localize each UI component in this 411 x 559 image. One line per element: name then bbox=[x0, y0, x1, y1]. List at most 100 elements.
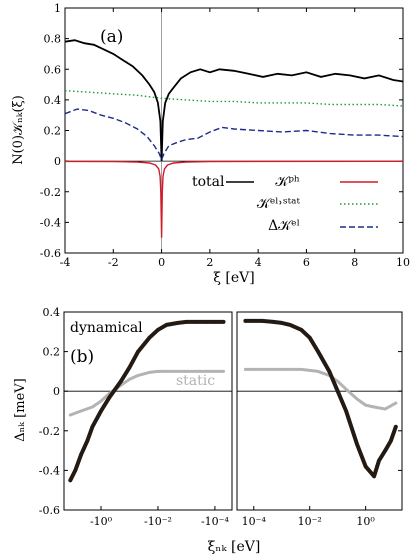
data-point-dynamical bbox=[327, 369, 332, 374]
data-point-dynamical bbox=[68, 478, 73, 483]
data-point-static bbox=[91, 405, 94, 409]
panel-b-ticks: -0.6 -0.4 -0.2 0 0.2 0.4 -10⁰ -10⁻² -10⁻⁴ 10⁻⁴ 10⁻… bbox=[39, 306, 402, 528]
data-point-static bbox=[213, 370, 217, 373]
data-point-static bbox=[128, 377, 131, 381]
data-point-dynamical bbox=[355, 442, 360, 447]
panel-b: -0.6 -0.4 -0.2 0 0.2 0.4 -10⁰ -10⁻² -10⁻⁴ 10⁻⁴ 10⁻… bbox=[13, 306, 403, 555]
x-tick-label: -10⁻⁴ bbox=[201, 515, 230, 528]
data-point-dynamical bbox=[271, 320, 276, 324]
data-point-dynamical bbox=[307, 335, 312, 340]
panel-a-series bbox=[64, 39, 404, 238]
data-point-static bbox=[355, 397, 359, 401]
data-point-static bbox=[185, 370, 188, 373]
series-dynamical-left bbox=[68, 319, 226, 483]
data-point-static bbox=[79, 409, 83, 413]
data-point-static bbox=[364, 403, 367, 407]
data-point-dynamical bbox=[377, 458, 381, 463]
data-point-dynamical bbox=[344, 409, 348, 413]
panel-a-legend: total 𝒦ᵖʰ 𝒦ᵉˡ˒ˢᵗᵃᵗ Δ𝒦ᵉˡ bbox=[192, 174, 378, 234]
y-tick-label: -0.2 bbox=[39, 425, 60, 438]
data-point-dynamical bbox=[221, 320, 226, 324]
data-point-static bbox=[316, 370, 320, 373]
data-point-dynamical bbox=[147, 335, 152, 340]
y-tick-label: -0.6 bbox=[40, 247, 61, 260]
y-tick-label: -0.6 bbox=[39, 504, 60, 517]
data-point-dynamical bbox=[394, 425, 398, 429]
x-tick-label: 8 bbox=[351, 256, 358, 269]
data-point-static bbox=[156, 370, 160, 373]
y-tick-label: 0.2 bbox=[44, 125, 62, 138]
x-tick-label: 2 bbox=[206, 256, 213, 269]
x-tick-label: -2 bbox=[108, 256, 119, 269]
panel-b-left-frame bbox=[63, 311, 233, 511]
y-tick-label: 0.4 bbox=[44, 94, 62, 107]
data-point-static bbox=[372, 405, 376, 409]
y-tick-label: 0 bbox=[53, 385, 60, 398]
panel-b-annotation-dynamical: dynamical bbox=[70, 320, 143, 336]
data-point-dynamical bbox=[85, 438, 90, 443]
x-tick-label: 4 bbox=[255, 256, 262, 269]
data-point-dynamical bbox=[99, 409, 103, 413]
series-line-0 bbox=[64, 39, 404, 162]
data-point-dynamical bbox=[299, 328, 304, 332]
data-point-static bbox=[165, 370, 168, 373]
y-tick-label: -0.4 bbox=[39, 464, 60, 477]
data-point-static bbox=[394, 401, 398, 405]
panel-a: -4 -2 0 2 4 6 8 10 -0.6 -0.4 -0.2 0 0.2 0.4 0.6 0.8 1 (a… bbox=[11, 2, 410, 286]
data-point-dynamical bbox=[184, 320, 189, 324]
data-point-dynamical bbox=[213, 320, 217, 324]
data-point-static bbox=[344, 387, 348, 391]
panel-b-annotation-static: static bbox=[176, 373, 215, 389]
data-point-dynamical bbox=[279, 321, 284, 325]
x-tick-label: -4 bbox=[60, 256, 71, 269]
data-point-dynamical bbox=[335, 389, 340, 394]
data-point-dynamical bbox=[164, 323, 169, 327]
data-point-dynamical bbox=[176, 321, 180, 325]
data-point-dynamical bbox=[389, 438, 393, 443]
series-line-2 bbox=[64, 90, 404, 107]
data-point-static bbox=[148, 371, 151, 374]
legend-label-0: total bbox=[192, 174, 225, 190]
series-line-3 bbox=[64, 108, 404, 162]
data-point-dynamical bbox=[119, 379, 123, 384]
panel-a-xlabel: ξ [eV] bbox=[213, 270, 254, 286]
panel-a-ylabel: N(0)𝒦ₙₖ(ξ) bbox=[11, 95, 26, 165]
data-point-dynamical bbox=[372, 474, 376, 479]
data-point-dynamical bbox=[107, 395, 112, 399]
data-point-dynamical bbox=[288, 323, 293, 327]
y-tick-label: 0.8 bbox=[44, 33, 62, 46]
legend-label-3: Δ𝒦ᵉˡ bbox=[268, 218, 300, 234]
series-static-right bbox=[243, 367, 398, 411]
data-point-dynamical bbox=[252, 319, 256, 323]
x-tick-label: 10⁻⁴ bbox=[242, 515, 267, 528]
data-point-static bbox=[68, 413, 72, 417]
data-point-dynamical bbox=[90, 425, 95, 429]
data-point-dynamical bbox=[383, 448, 388, 453]
legend-label-1: 𝒦ᵖʰ bbox=[275, 174, 300, 190]
data-point-dynamical bbox=[316, 349, 320, 354]
data-point-static bbox=[336, 379, 340, 383]
y-tick-label: 1 bbox=[54, 2, 61, 15]
data-point-static bbox=[308, 369, 312, 372]
x-tick-label: 0 bbox=[158, 256, 165, 269]
legend-label-2: 𝒦ᵉˡ˒ˢᵗᵃᵗ bbox=[257, 196, 301, 212]
data-point-static bbox=[136, 374, 140, 377]
data-point-dynamical bbox=[193, 320, 197, 324]
series-line-1 bbox=[64, 160, 404, 238]
y-tick-label: 0.2 bbox=[43, 346, 61, 359]
series-dynamical-right bbox=[243, 318, 398, 479]
x-tick-label: 10⁻² bbox=[298, 515, 322, 528]
data-point-static bbox=[280, 368, 284, 371]
panel-b-series bbox=[68, 318, 398, 483]
y-tick-label: -0.2 bbox=[40, 186, 61, 199]
panel-b-ylabel: Δₙₖ [meV] bbox=[13, 378, 28, 441]
data-point-dynamical bbox=[156, 328, 160, 332]
data-point-dynamical bbox=[243, 319, 248, 323]
data-point-static bbox=[383, 407, 387, 411]
panel-b-label: (b) bbox=[70, 347, 94, 367]
data-point-static bbox=[244, 368, 247, 371]
series-static-left bbox=[68, 369, 225, 417]
panel-a-label: (a) bbox=[100, 27, 123, 47]
data-point-dynamical bbox=[79, 452, 83, 457]
